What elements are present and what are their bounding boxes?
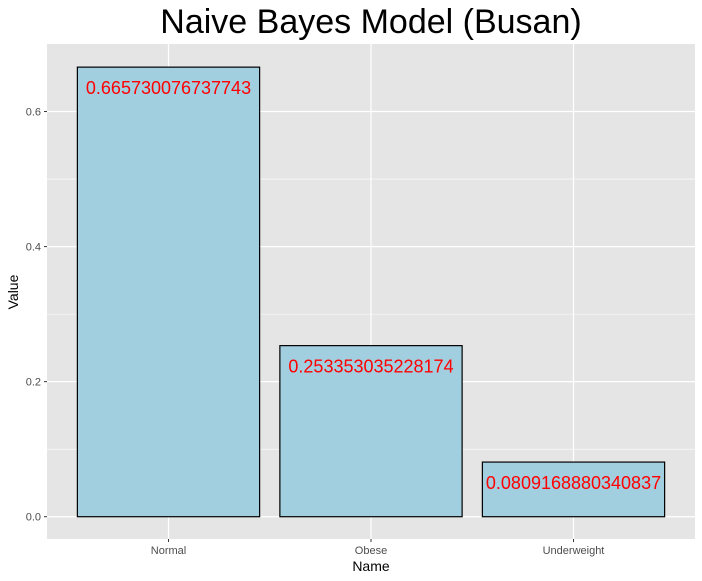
y-tick-label: 0.0	[26, 512, 41, 524]
data-labels: 0.665730076737743 0.253353035228174 0.0809…	[86, 78, 661, 493]
y-tick-label: 0.2	[26, 377, 41, 389]
x-axis-title: Name	[352, 558, 390, 574]
chart-title: Naive Bayes Model (Busan)	[160, 3, 581, 41]
x-axis: Normal Obese Underweight	[151, 539, 605, 557]
bars	[76, 66, 666, 518]
x-tick-label: Obese	[355, 545, 387, 557]
y-tick-label: 0.4	[26, 242, 41, 254]
x-tick-label: Normal	[151, 545, 186, 557]
x-tick-label: Underweight	[543, 545, 605, 557]
data-label: 0.0809168880340837	[486, 473, 661, 493]
data-label: 0.665730076737743	[86, 78, 251, 98]
bar-obese	[279, 345, 463, 518]
y-axis-title: Value	[5, 274, 21, 309]
bar-normal	[76, 66, 261, 518]
data-label: 0.253353035228174	[288, 357, 453, 377]
y-tick-label: 0.6	[26, 107, 41, 119]
bar-underweight	[481, 461, 666, 518]
y-axis: 0.0 0.2 0.4 0.6	[26, 107, 47, 524]
